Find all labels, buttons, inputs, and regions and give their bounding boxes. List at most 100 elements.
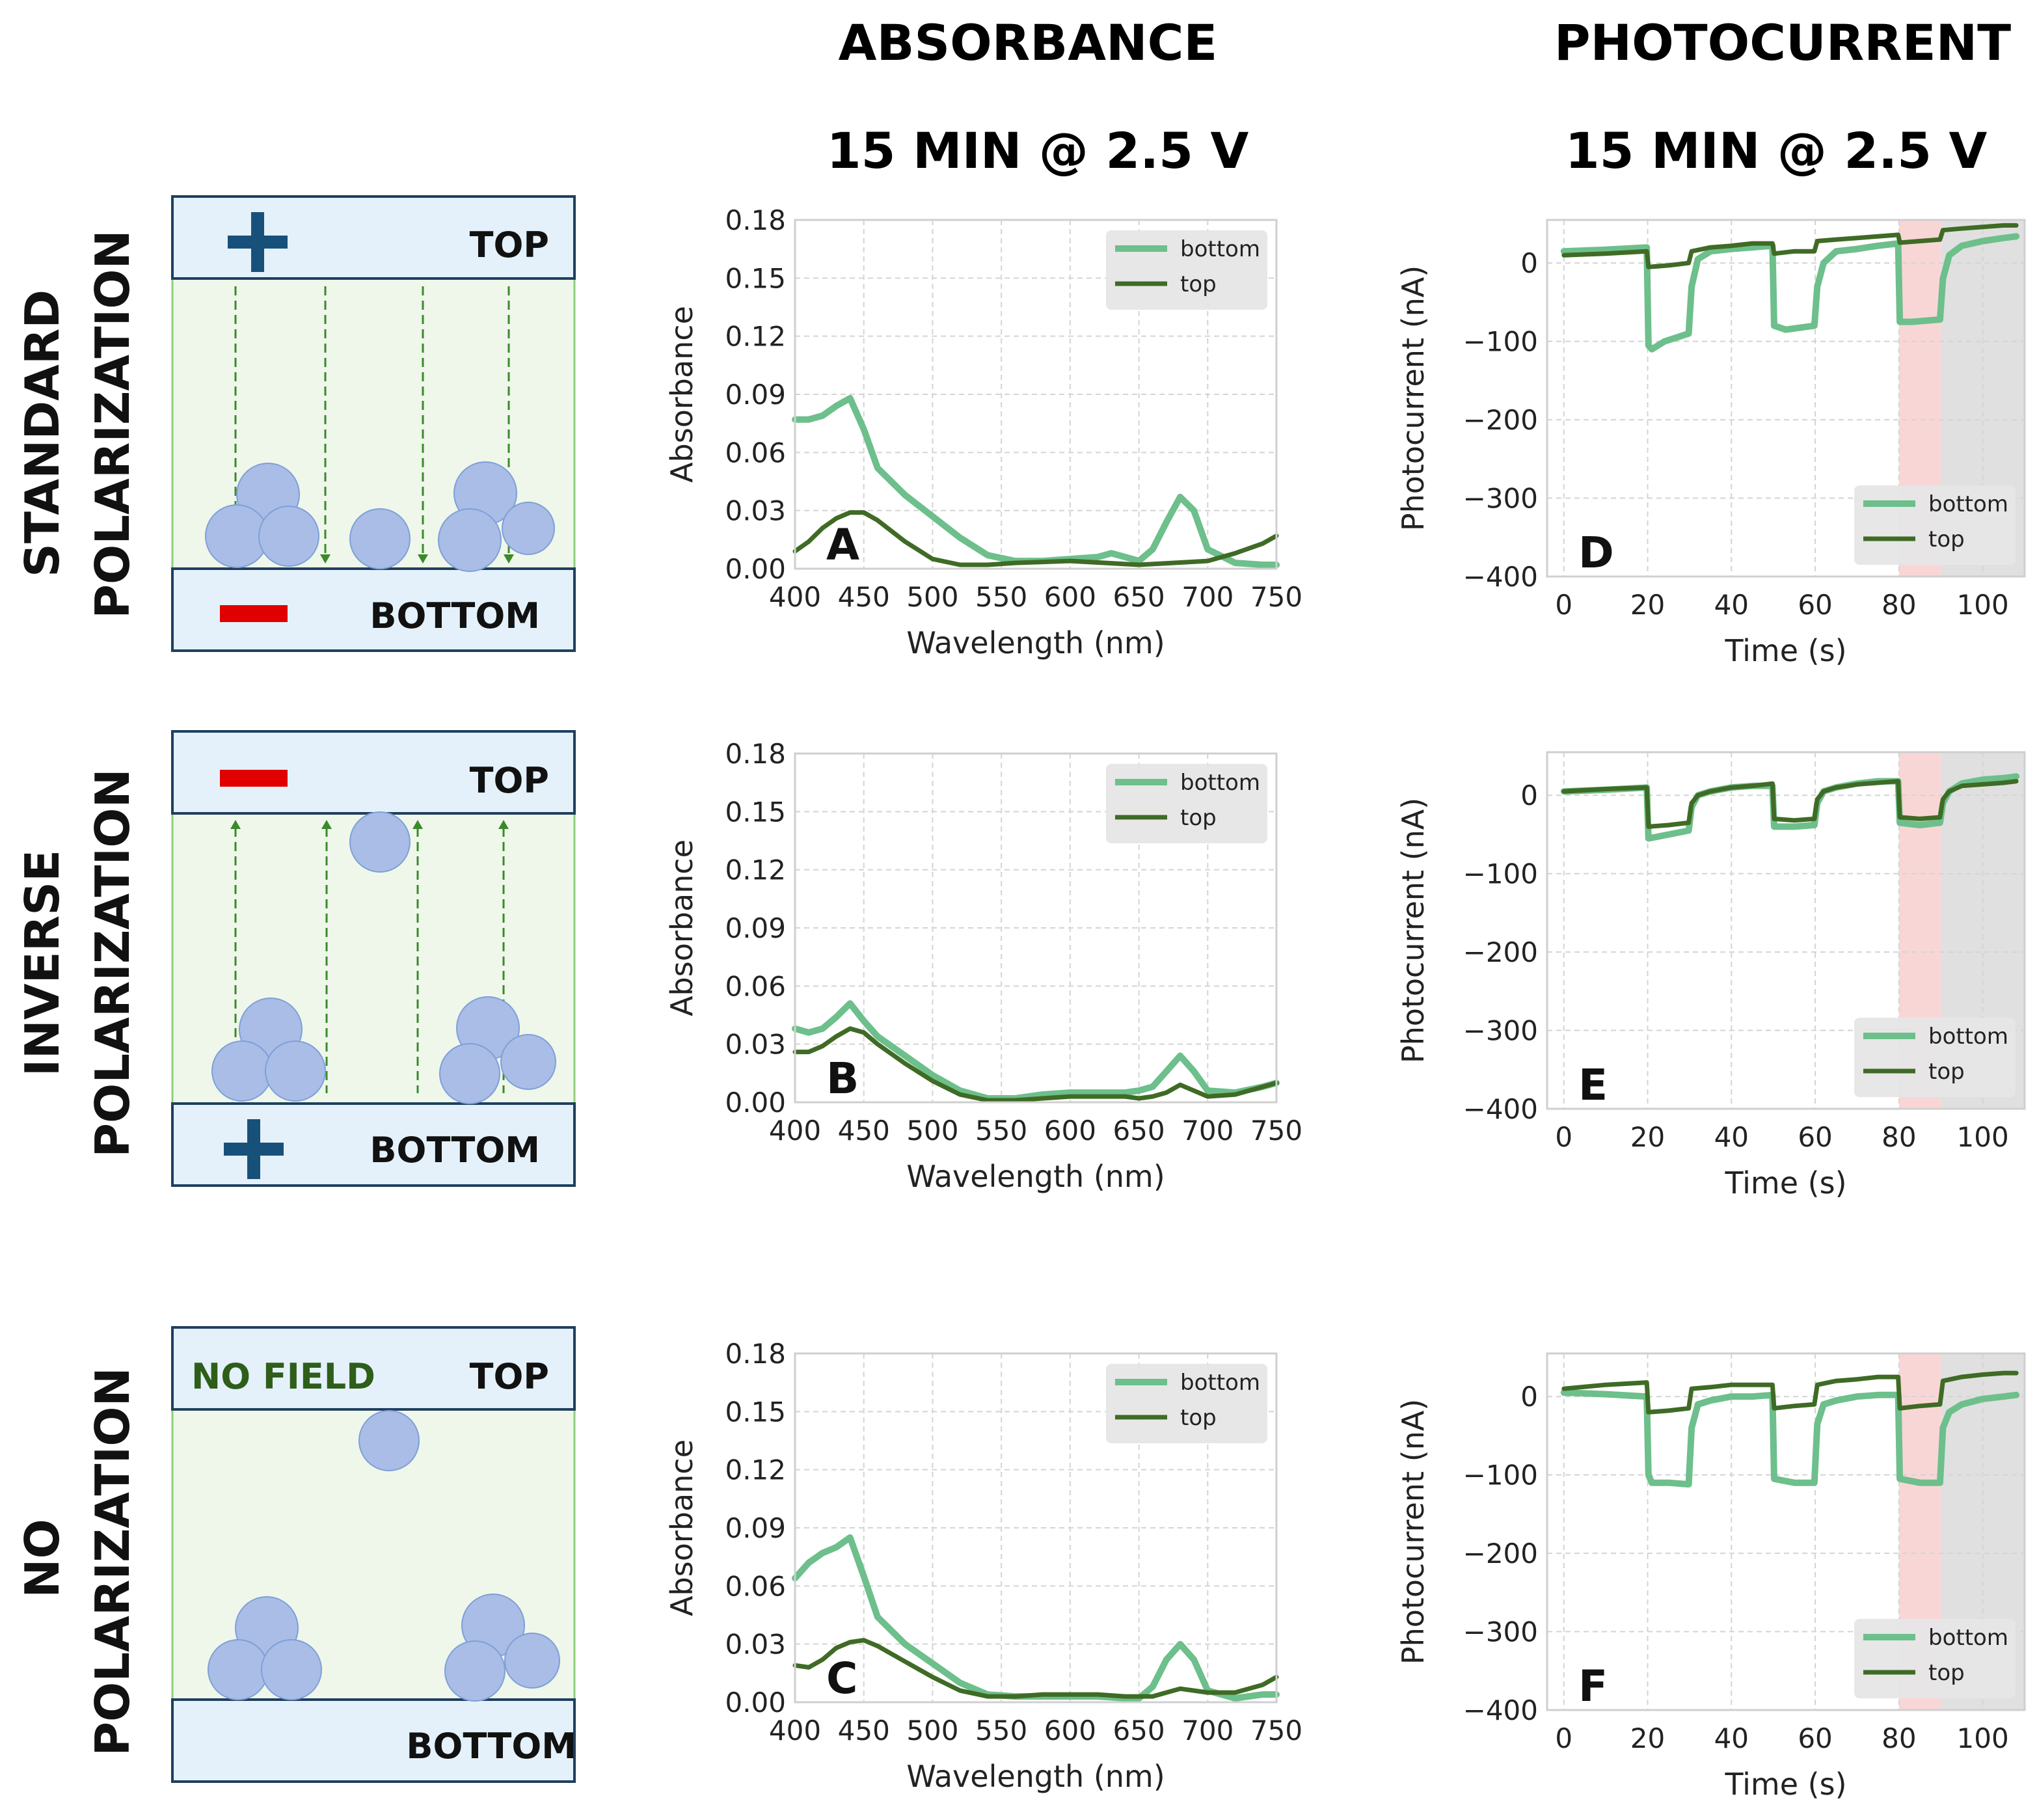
y-axis-label: Photocurrent (nA): [1396, 265, 1431, 531]
plot-frame: [794, 219, 1278, 570]
y-tick-label: 0.12: [725, 321, 786, 353]
x-tick-label: 650: [1113, 1715, 1165, 1746]
x-tick-label: 80: [1882, 1722, 1916, 1754]
absorbance-title: ABSORBANCE: [839, 14, 1218, 72]
x-tick-label: 750: [1250, 1715, 1302, 1746]
y-axis-label: Photocurrent (nA): [1396, 1399, 1431, 1664]
y-tick-label: 0.03: [725, 1629, 786, 1661]
x-tick-label: 550: [975, 1115, 1027, 1147]
arrowheads: [230, 820, 509, 829]
x-tick-label: 700: [1181, 1115, 1234, 1147]
schematic-standard: TOP BOTTOM: [171, 195, 576, 652]
photocurrent-subtitle: 15 MIN @ 2.5 V: [1565, 122, 1988, 180]
legend-label-bottom: bottom: [1928, 491, 2008, 517]
protein-cluster-right: [438, 461, 555, 572]
y-tick-label: 0.18: [725, 204, 786, 236]
legend-label-top: top: [1180, 1405, 1217, 1431]
bottom-label: BOTTOM: [370, 1130, 540, 1171]
y-axis-label: Absorbance: [664, 306, 699, 483]
x-tick-label: 650: [1113, 1115, 1165, 1147]
x-tick-label: 700: [1181, 581, 1234, 613]
y-tick-label: 0.00: [725, 1087, 786, 1119]
x-tick-label: 450: [838, 581, 890, 613]
y-tick-label: 0: [1520, 247, 1538, 279]
y-tick-label: −300: [1463, 1015, 1538, 1047]
protein-cluster-left: [205, 463, 319, 568]
x-tick-label: 60: [1798, 1121, 1832, 1153]
row-label-line1: STANDARD: [15, 290, 70, 577]
legend: bottom top: [1854, 485, 2016, 565]
row-label-line2: POLARIZATION: [85, 768, 140, 1158]
minus-sign-icon: [220, 770, 288, 787]
legend-label-bottom: bottom: [1180, 1370, 1260, 1396]
y-tick-label: −300: [1463, 1616, 1538, 1648]
x-tick-label: 60: [1798, 589, 1832, 621]
legend: bottom top: [1106, 1364, 1267, 1443]
series-line-top: [792, 1638, 1279, 1699]
y-tick-label: 0.09: [725, 379, 786, 411]
legend: bottom top: [1106, 230, 1267, 310]
x-tick-label: 400: [769, 581, 821, 613]
y-tick-label: −300: [1463, 483, 1538, 515]
photocurrent-title: PHOTOCURRENT: [1554, 14, 2011, 72]
legend: bottom top: [1854, 1018, 2016, 1097]
protein-particle: [358, 1410, 420, 1471]
chart-D: 0 20 40 60 80 100 −400 −300 −200 −100 0 Time (s) Pho…: [1396, 219, 2026, 668]
series-line-bottom: [1560, 1389, 2020, 1488]
protein-cluster-right: [439, 996, 556, 1104]
series-line-bottom: [792, 1000, 1280, 1102]
x-tick-label: 750: [1250, 581, 1302, 613]
series-line-top: [792, 1026, 1279, 1103]
x-tick-label: 450: [838, 1115, 890, 1147]
x-tick-label: 450: [838, 1715, 890, 1746]
x-tick-label: 600: [1044, 1715, 1096, 1746]
panel-letter: D: [1578, 528, 1614, 578]
bottom-label: BOTTOM: [370, 595, 540, 636]
plot-frame: [1546, 751, 2026, 1110]
y-tick-label: 0.18: [725, 738, 786, 770]
chart-C: 400 450 500 550 600 650 700 750 0.00 0.03 0.06 0.09…: [664, 1338, 1302, 1794]
y-tick-label: 0.06: [725, 970, 786, 1002]
y-tick-label: −100: [1463, 1460, 1538, 1491]
protein-cluster-right: [444, 1594, 560, 1702]
panel-letter: F: [1578, 1661, 1608, 1711]
chart-E: 0 20 40 60 80 100 −400 −300 −200 −100 0 Time (s) Pho…: [1396, 751, 2026, 1201]
y-tick-label: 0.00: [725, 1687, 786, 1718]
y-tick-label: −100: [1463, 858, 1538, 890]
row-label-none: NO POLARIZATION: [15, 1367, 140, 1756]
row-label-inverse: INVERSE POLARIZATION: [15, 768, 140, 1158]
y-tick-label: 0.15: [725, 796, 786, 828]
no-field-label: NO FIELD: [191, 1356, 375, 1397]
legend-label-bottom: bottom: [1180, 236, 1260, 262]
x-tick-label: 80: [1882, 589, 1916, 621]
protein-cluster-left: [211, 998, 326, 1102]
legend-label-top: top: [1180, 805, 1217, 831]
panel-letter: A: [826, 520, 859, 570]
x-tick-label: 40: [1714, 1722, 1749, 1754]
y-tick-label: −400: [1463, 1093, 1538, 1125]
x-tick-label: 20: [1630, 589, 1665, 621]
bottom-label: BOTTOM: [406, 1726, 576, 1767]
y-tick-label: 0.15: [725, 1396, 786, 1428]
x-axis-label: Wavelength (nm): [906, 1159, 1165, 1194]
y-tick-label: −200: [1463, 1538, 1538, 1569]
x-axis-label: Wavelength (nm): [906, 1759, 1165, 1794]
y-tick-label: 0.03: [725, 1029, 786, 1061]
panel-letter: B: [826, 1053, 859, 1104]
x-tick-label: 0: [1555, 1722, 1572, 1754]
y-tick-label: −200: [1463, 404, 1538, 436]
x-tick-label: 750: [1250, 1115, 1302, 1147]
top-electrode: [171, 1326, 576, 1411]
legend: bottom top: [1854, 1619, 2016, 1698]
y-tick-label: 0.12: [725, 854, 786, 886]
x-axis-label: Time (s): [1724, 1767, 1846, 1802]
row-label-line1: INVERSE: [15, 850, 70, 1076]
series-line-top: [792, 510, 1279, 567]
x-tick-label: 600: [1044, 581, 1096, 613]
legend-label-top: top: [1928, 1059, 1965, 1085]
panel-letter: E: [1578, 1060, 1608, 1110]
x-axis-label: Wavelength (nm): [906, 625, 1165, 660]
legend-label-bottom: bottom: [1180, 770, 1260, 796]
y-axis-label: Absorbance: [664, 1439, 699, 1616]
